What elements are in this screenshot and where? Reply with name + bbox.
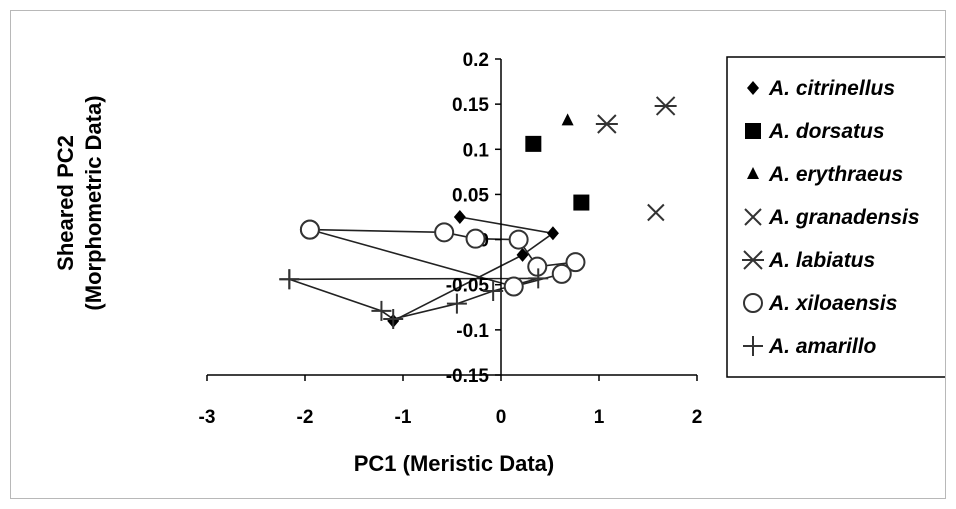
legend-item-a-erythraeus: A. erythraeus [747,163,903,186]
legend-marker-a-erythraeus [747,167,759,179]
legend-label: A. citrinellus [768,77,895,100]
y-tick-label: -0.1 [456,321,489,342]
point-a-xiloaensis [434,222,455,243]
y-tick-label: 0.15 [452,95,489,116]
legend-label: A. dorsatus [768,120,885,143]
point-a-granadensis [647,203,665,222]
legend-marker-a-amarillo [743,336,763,356]
point-a-xiloaensis [551,263,572,284]
x-tick-label: -3 [199,407,216,428]
point-a-xiloaensis [565,252,586,273]
point-a-dorsatus [525,135,542,152]
point-a-amarillo [279,269,300,290]
point-a-citrinellus [453,210,466,224]
point-a-amarillo [528,268,549,289]
y-tick-label: -0.05 [446,276,490,297]
point-a-amarillo [383,309,404,330]
legend-marker-a-citrinellus [747,81,759,95]
legend-marker-a-granadensis [744,208,762,226]
point-a-labiatus [654,96,677,116]
point-a-xiloaensis [299,219,320,240]
y-axis-title-line1: Sheared PC2 [53,135,78,271]
point-a-dorsatus [573,194,590,211]
point-a-amarillo [371,300,392,321]
legend-item-a-amarillo: A. amarillo [743,335,877,358]
point-a-labiatus [595,114,618,134]
point-a-xiloaensis [503,276,524,297]
y-tick-label: 0.2 [463,50,489,71]
legend: A. citrinellus A. dorsatus A. erythraeus A.… [726,56,956,378]
x-tick-label: 2 [692,407,703,428]
x-tick-label: -1 [395,407,412,428]
x-tick-label: 1 [594,407,605,428]
legend-item-a-xiloaensis: A. xiloaensis [743,292,897,315]
x-axis-title: PC1 (Meristic Data) [354,451,555,476]
point-a-citrinellus [546,226,559,241]
point-a-citrinellus [516,247,529,262]
x-tick-label: 0 [496,407,507,428]
legend-label: A. granadensis [768,206,920,229]
point-a-erythraeus [561,113,574,126]
legend-box [726,56,956,378]
legend-item-a-dorsatus: A. dorsatus [745,120,885,143]
data-markers [279,96,677,330]
series-line-a-citrinellus [392,216,555,322]
legend-label: A. labiatus [768,249,875,272]
point-a-amarillo [483,281,504,302]
y-tick-label: 0.1 [463,140,490,161]
y-tick-label: 0.05 [452,185,489,206]
legend-marker-a-xiloaensis [743,293,763,313]
legend-marker-a-dorsatus [745,123,761,139]
legend-label: A. erythraeus [768,163,903,186]
point-a-amarillo [446,293,467,314]
x-tick-label: -2 [297,407,314,428]
legend-item-a-labiatus: A. labiatus [742,249,875,272]
y-axis-title-line2: (Morphometric Data) [81,95,106,310]
legend-label: A. amarillo [768,335,877,358]
point-a-xiloaensis [508,229,529,250]
legend-label: A. xiloaensis [768,292,897,315]
legend-item-a-citrinellus: A. citrinellus [747,77,895,100]
legend-item-a-granadensis: A. granadensis [744,206,920,229]
point-a-xiloaensis [465,228,486,249]
y-tick-label: -0.15 [446,366,490,387]
legend-marker-a-labiatus [742,250,764,270]
